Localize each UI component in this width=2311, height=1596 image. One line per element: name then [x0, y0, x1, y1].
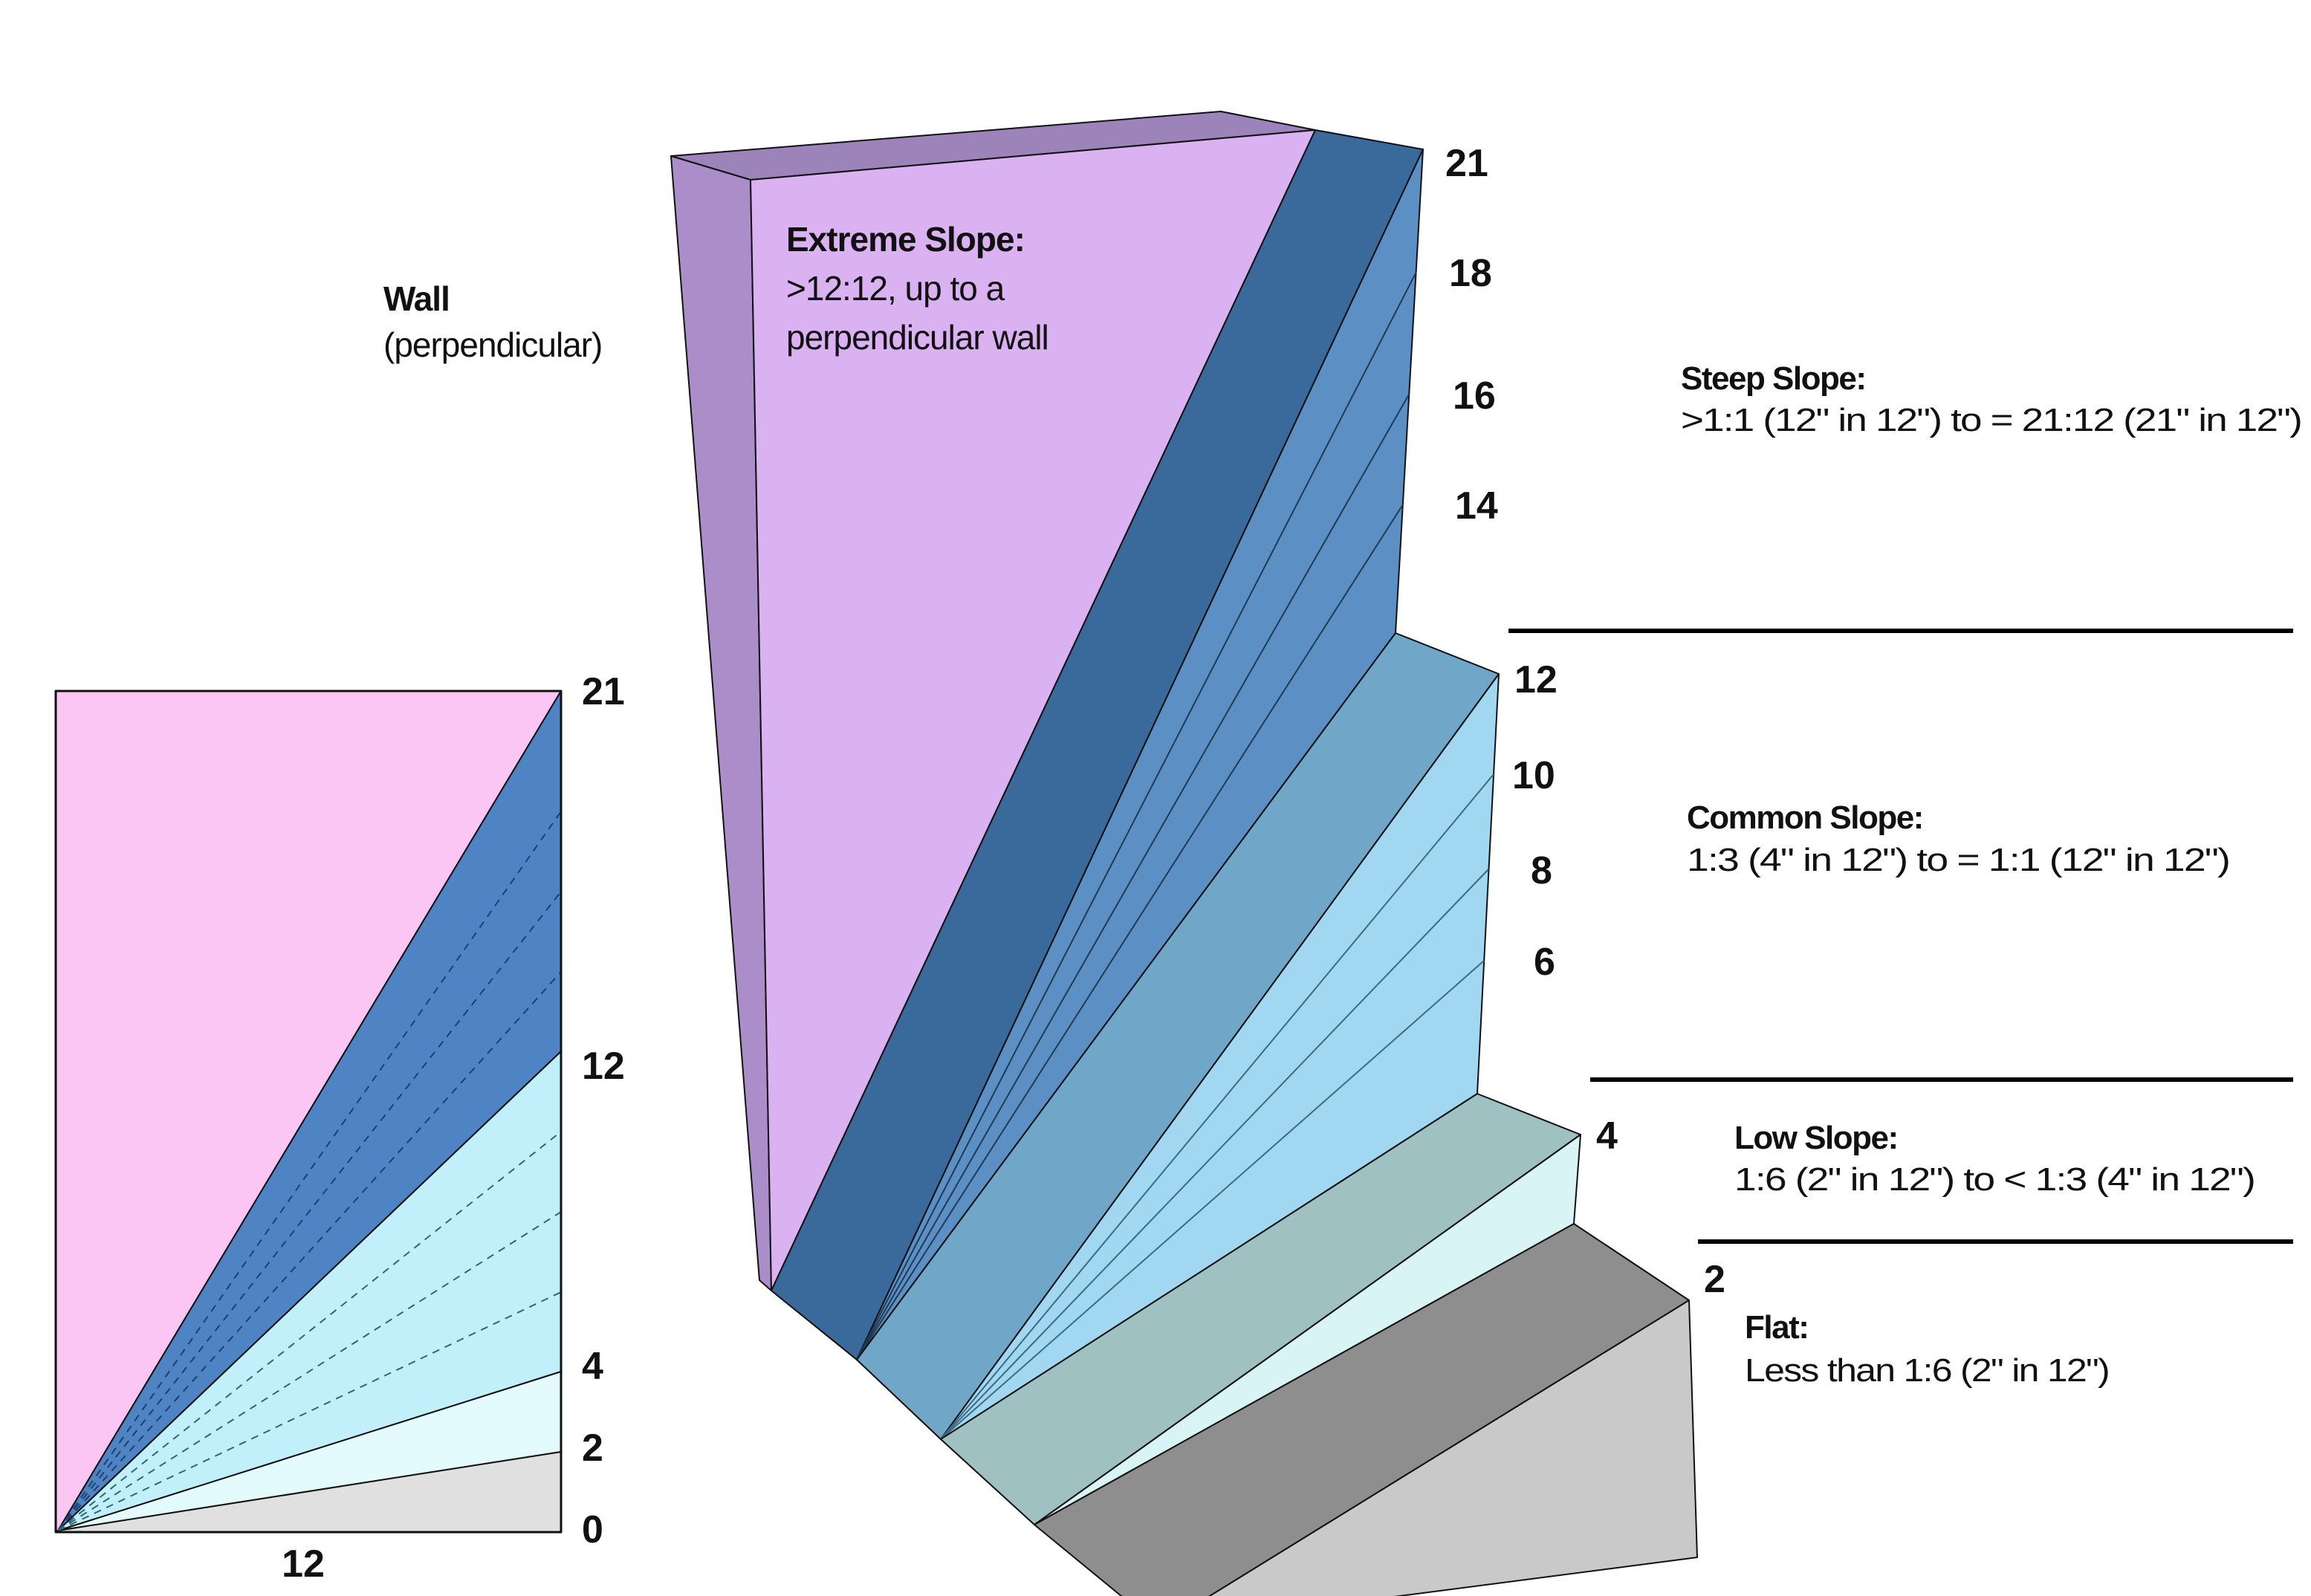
- steep-gridline-18: [856, 271, 1417, 1360]
- center-3d-diagram: Extreme Slope: >12:12, up to a perpendic…: [670, 111, 1725, 1596]
- extreme-slope-label-line1: Extreme Slope:: [786, 220, 1025, 259]
- flat-desc: Less than 1:6 (2" in 12"): [1745, 1352, 2109, 1389]
- left-common-gridline-8: [57, 1211, 562, 1531]
- center-tick-18: 18: [1449, 252, 1492, 295]
- center-tick-8: 8: [1531, 849, 1552, 892]
- left-tick-12: 12: [582, 1045, 625, 1088]
- right-text-panel: Steep Slope: >1:1 (12" in 12") to = 21:1…: [1508, 360, 2303, 1389]
- center-tick-2: 2: [1704, 1258, 1725, 1301]
- center-tick-21: 21: [1445, 142, 1488, 185]
- center-tick-6: 6: [1534, 941, 1555, 984]
- steep-gridline-14: [856, 504, 1404, 1360]
- common-slope-desc: 1:3 (4" in 12") to = 1:1 (12" in 12"): [1687, 842, 2229, 878]
- left-tick-4: 4: [582, 1345, 603, 1388]
- flat-top-face: [1034, 1223, 1690, 1596]
- extreme-slope-label-line3: perpendicular wall: [786, 318, 1048, 357]
- center-tick-16: 16: [1453, 374, 1496, 418]
- left-steep-gridline-14: [57, 971, 562, 1531]
- flat-title: Flat:: [1745, 1309, 1808, 1346]
- common-gridline-8: [940, 869, 1489, 1440]
- left-tick-2: 2: [582, 1427, 603, 1470]
- center-tick-14: 14: [1455, 484, 1498, 528]
- left-2d-diagram: 21 12 4 2 0 12 Wall (perpendicular): [54, 279, 625, 1586]
- left-tick-0: 0: [582, 1508, 603, 1551]
- common-gridline-6: [940, 960, 1485, 1440]
- left-diagram-frame: [54, 690, 563, 1534]
- steep-slope-desc: >1:1 (12" in 12") to = 21:12 (21" in 12"…: [1681, 402, 2301, 438]
- left-common-gridline-10: [57, 1131, 562, 1531]
- left-tick-21: 21: [582, 670, 625, 713]
- common-slope-title: Common Slope:: [1687, 799, 1923, 836]
- steep-gridline-16: [856, 394, 1410, 1360]
- low-slope-title: Low Slope:: [1734, 1120, 1898, 1156]
- wall-label-line2: (perpendicular): [383, 325, 602, 364]
- left-steep-gridline-16: [57, 891, 562, 1531]
- center-tick-10: 10: [1512, 754, 1555, 797]
- flat-front-face: [1208, 1300, 1698, 1596]
- wall-label-line1: Wall: [383, 279, 450, 318]
- left-run-label: 12: [282, 1543, 325, 1586]
- center-tick-4: 4: [1596, 1115, 1618, 1158]
- common-gridline-10: [940, 773, 1494, 1440]
- extreme-slope-label-line2: >12:12, up to a: [786, 269, 1005, 308]
- low-slope-desc: 1:6 (2" in 12") to < 1:3 (4" in 12"): [1734, 1161, 2255, 1198]
- steep-slope-title: Steep Slope:: [1681, 360, 1866, 397]
- center-tick-12: 12: [1514, 658, 1558, 701]
